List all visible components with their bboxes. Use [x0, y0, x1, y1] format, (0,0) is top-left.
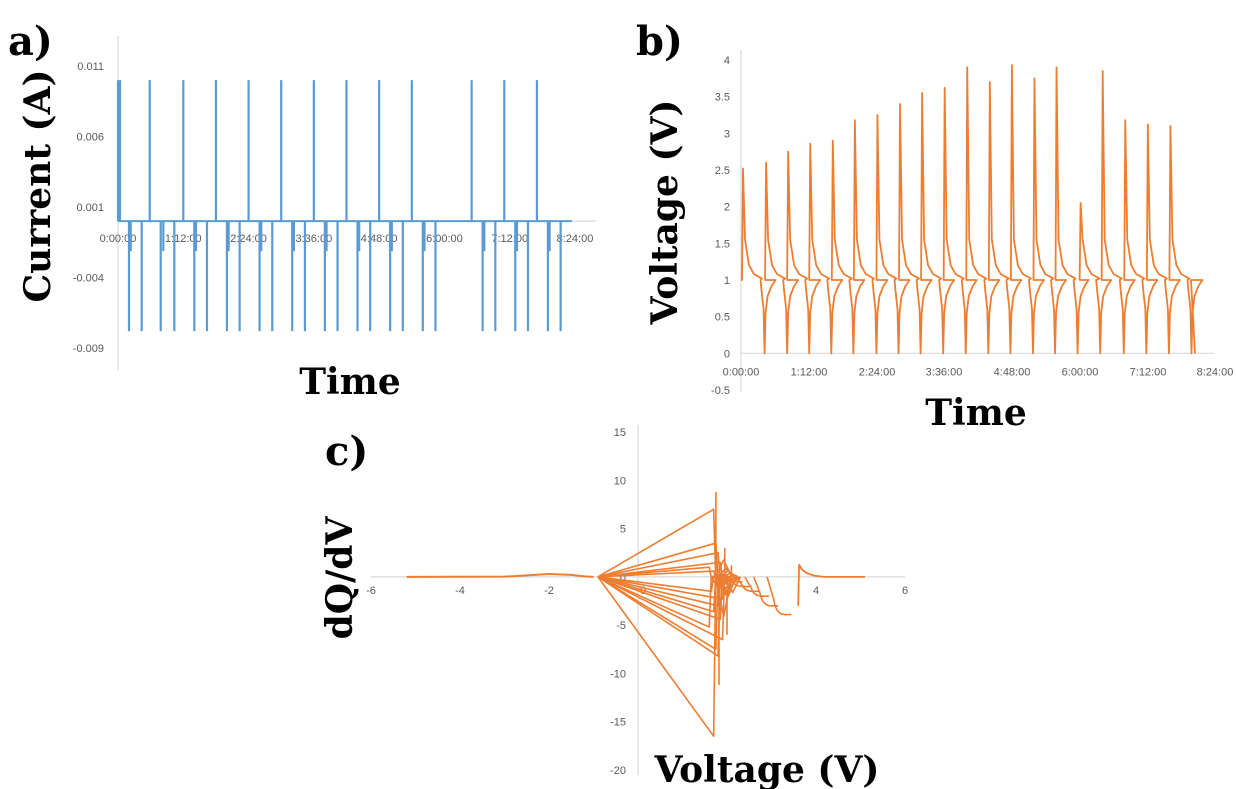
- panel-a-ylabel: Current (A): [17, 70, 59, 303]
- panel-c-high-tail: [798, 563, 865, 578]
- panel-c-cycle-line: [597, 508, 733, 578]
- panel-a-y-tick-3: -0.004: [73, 273, 104, 285]
- panel-c-xlabel: Voltage (V): [654, 749, 880, 789]
- panel-c-y-tick-1: 10: [614, 475, 626, 487]
- panel-c-x-tick-6: 6: [902, 585, 908, 597]
- panel-c-relaxation: [752, 576, 779, 607]
- panel-c-cycle-line: [597, 576, 735, 651]
- panel-b-y-tick-2: 3: [724, 128, 730, 140]
- panel-a-series: [116, 80, 572, 332]
- panel-b-series: [741, 64, 1204, 355]
- panel-c-y-tick-3: 0: [620, 572, 626, 584]
- panel-b-label: b): [636, 18, 683, 65]
- panel-c-relaxation: [744, 576, 770, 597]
- panel-b-xlabel: Time: [925, 392, 1026, 434]
- panel-a-y-tick-0: 0.011: [77, 61, 104, 73]
- panel-a-xlabel: Time: [299, 361, 400, 403]
- panel-b-y-tick-6: 1: [724, 275, 730, 287]
- panel-a-x-tick-5: 6:00:00: [426, 233, 463, 245]
- panel-c-y-tick-2: 5: [620, 524, 626, 536]
- panel-b-x-tick-0: 0:00:00: [723, 366, 760, 378]
- panel-c-cycle-line: [597, 576, 739, 621]
- panel-c-x-tick-0: -6: [366, 585, 376, 597]
- panel-a-x-tick-6: 7:12:00: [491, 233, 528, 245]
- panel-b-ylabel: Voltage (V): [644, 100, 686, 326]
- panel-c-y-tick-6: -15: [610, 717, 626, 729]
- panel-c-x-tick-2: -2: [544, 585, 554, 597]
- panel-b-y-tick-9: -0.5: [711, 385, 730, 397]
- panel-b-x-tick-7: 8:24:00: [1197, 366, 1234, 378]
- panel-c-x-tick-1: -4: [455, 585, 465, 597]
- panel-a-label: a): [8, 18, 53, 65]
- panel-b-y-tick-1: 3.5: [715, 92, 730, 104]
- panel-c-axes: [371, 425, 905, 775]
- panel-b-ticks: 4 3.5 3 2.5 2 1.5 1 0.5 0 -0.5 0:00:00 1:12:00 2:24:…: [711, 55, 1233, 397]
- panel-b-y-tick-8: 0: [724, 348, 730, 360]
- panel-c-relaxation: [726, 576, 752, 588]
- panel-b-axes: [740, 50, 1214, 392]
- panel-c-tail-curve: [406, 572, 594, 578]
- panel-b-y-tick-0: 4: [724, 55, 730, 67]
- panel-c-series: [406, 491, 865, 737]
- panel-c-y-tick-0: 15: [614, 427, 626, 439]
- panel-b-x-tick-5: 6:00:00: [1062, 366, 1099, 378]
- panel-b-x-tick-1: 1:12:00: [791, 366, 828, 378]
- panel-c-y-tick-5: -10: [610, 668, 626, 680]
- panel-c-y-tick-7: -20: [610, 765, 626, 777]
- panel-b-x-tick-3: 3:36:00: [926, 366, 963, 378]
- panel-a-y-tick-1: 0.006: [76, 132, 104, 144]
- panel-b-y-tick-3: 2.5: [715, 165, 730, 177]
- panel-c-relaxation: [766, 576, 792, 616]
- panel-b-x-tick-6: 7:12:00: [1130, 366, 1167, 378]
- panel-c-high-spike: [797, 564, 800, 606]
- panel-c-x-tick-5: 4: [813, 585, 819, 597]
- panel-c-y-tick-4: -5: [616, 620, 626, 632]
- panel-b-y-tick-4: 2: [724, 202, 730, 214]
- panel-b-voltage-line: [741, 64, 1204, 355]
- panel-b-x-tick-4: 4:48:00: [994, 366, 1031, 378]
- panel-a-x-tick-7: 8:24:00: [557, 233, 594, 245]
- panel-c-ylabel: dQ/dV: [319, 516, 361, 640]
- panel-c-relaxation: [717, 576, 743, 583]
- panel-c-relaxation: [735, 576, 761, 593]
- panel-a-y-tick-2: 0.001: [76, 202, 104, 214]
- panel-a-x-tick-0: 0:00:00: [100, 233, 137, 245]
- panel-c: c) dQ/dV Voltage (V) 15 10 5 0 -5 -10 -15 -20 -6…: [319, 425, 908, 789]
- panel-b-x-tick-2: 2:24:00: [859, 366, 896, 378]
- panel-b-y-tick-5: 1.5: [715, 238, 730, 250]
- panel-c-label: c): [325, 428, 368, 475]
- panel-a-y-tick-4: -0.009: [73, 343, 104, 355]
- panel-b: b) Voltage (V) Time 4 3.5 3 2.5 2 1.5 1 0.5 0 -0.…: [636, 18, 1233, 434]
- panel-b-y-tick-7: 0.5: [715, 312, 730, 324]
- panel-a: a) Current (A) Time 0.011 0.006 0.001 -0.00…: [8, 18, 596, 403]
